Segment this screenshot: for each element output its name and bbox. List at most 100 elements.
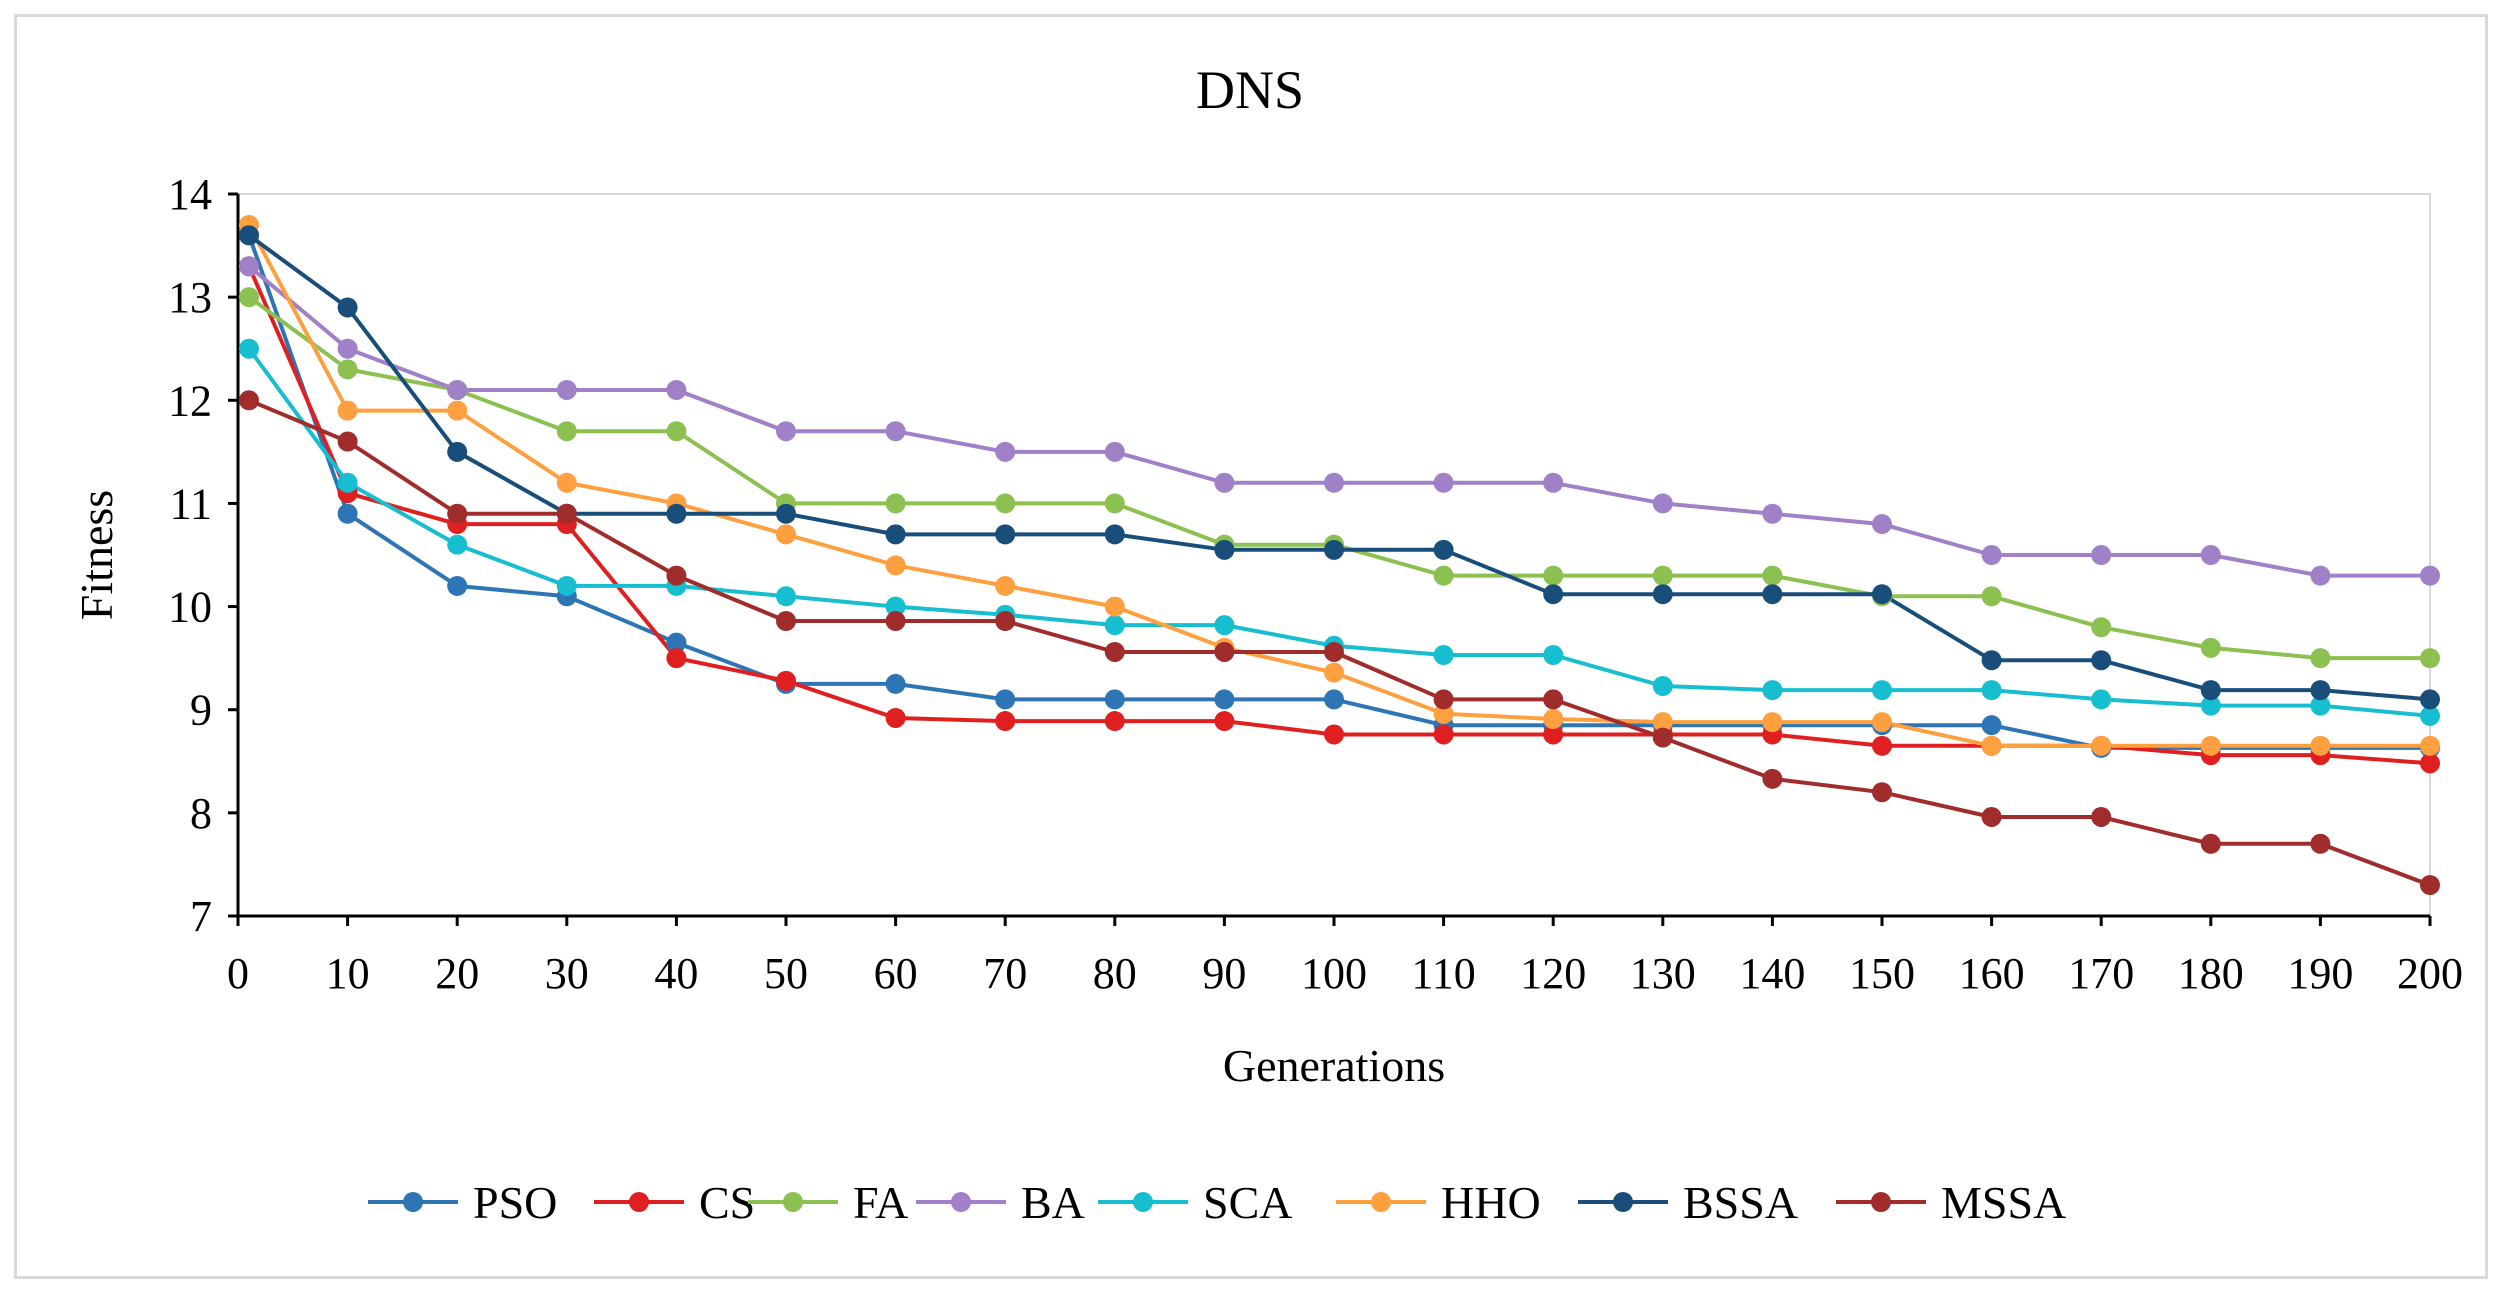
x-tick-label: 170 [2068,949,2134,998]
x-tick-label: 160 [1959,949,2025,998]
data-point-bssa [666,503,687,524]
data-point-hho [337,400,358,421]
data-point-ba [1324,472,1344,493]
data-point-hho [1981,735,2002,756]
data-point-mssa [1981,806,2002,827]
x-tick-label: 150 [1849,949,1915,998]
data-point-bssa [995,524,1016,545]
data-point-bssa [2200,680,2221,701]
data-point-fa [1543,565,1564,586]
data-point-pso [1214,689,1235,710]
legend-label-hho: HHO [1441,1177,1541,1228]
data-point-mssa [556,503,577,524]
data-point-fa [2420,648,2440,669]
data-point-bssa [776,503,796,524]
data-point-cs [1104,711,1125,732]
data-point-ba [447,379,468,400]
data-point-sca [2200,695,2221,716]
data-point-ba [995,441,1016,462]
data-point-mssa [447,503,468,524]
x-tick-label: 80 [1093,949,1137,998]
data-point-mssa [2310,833,2331,854]
legend-swatch-marker [1371,1192,1391,1212]
data-point-ba [1652,493,1673,514]
legend-label-ba: BA [1021,1177,1085,1228]
data-point-mssa [776,611,796,632]
data-point-fa [1433,565,1454,586]
data-point-ba [2091,545,2112,565]
data-point-sca [1872,680,1892,701]
data-point-pso [1104,689,1125,710]
legend-label-bssa: BSSA [1683,1177,1798,1228]
data-point-bssa [1543,584,1564,605]
data-point-mssa [995,611,1016,632]
x-tick-label: 30 [545,949,589,998]
data-point-sca [2091,689,2112,710]
data-point-fa [1981,586,2002,607]
data-point-hho [2200,735,2221,756]
data-point-sca [885,596,906,617]
data-point-bssa [885,524,906,545]
data-point-ba [1543,472,1564,493]
data-point-mssa [1652,727,1673,748]
x-tick-label: 190 [2287,949,2353,998]
data-point-fa [1652,565,1673,586]
x-tick-label: 120 [1520,949,1586,998]
data-point-pso [337,503,358,524]
data-point-ba [1872,514,1892,535]
data-point-ba [238,256,259,277]
legend-label-sca: SCA [1203,1177,1292,1228]
data-point-hho [776,524,796,545]
data-point-cs [1872,735,1892,756]
x-tick-label: 200 [2397,949,2463,998]
data-point-pso [447,575,468,596]
data-point-mssa [2420,875,2440,896]
y-tick-label: 12 [168,376,212,425]
data-point-sca [2420,705,2440,726]
data-point-hho [2420,735,2440,756]
data-point-sca [1652,675,1673,696]
data-point-sca [1981,680,2002,701]
data-point-ba [885,421,906,442]
y-tick-label: 8 [190,789,212,838]
data-point-hho [1762,712,1783,733]
legend-swatch-marker [403,1192,423,1212]
data-point-ba [1104,441,1125,462]
data-point-hho [1433,703,1454,724]
data-point-mssa [1104,641,1125,662]
x-tick-label: 50 [764,949,808,998]
data-point-hho [2310,735,2331,756]
data-point-cs [666,648,687,669]
data-point-mssa [2091,806,2112,827]
data-point-bssa [337,297,358,318]
data-point-cs [2420,753,2440,774]
data-point-hho [1104,596,1125,617]
data-point-fa [238,287,259,308]
data-point-mssa [1872,782,1892,803]
data-point-bssa [1324,539,1344,560]
x-tick-label: 90 [1202,949,1246,998]
y-tick-label: 13 [168,273,212,322]
data-point-pso [1324,689,1344,710]
legend-swatch-marker [1871,1192,1891,1212]
data-point-pso [885,673,906,694]
data-point-fa [2310,648,2331,669]
data-point-sca [1104,615,1125,636]
data-point-sca [776,586,796,607]
legend-label-fa: FA [853,1177,908,1228]
data-point-ba [1762,503,1783,524]
y-axis-label: Fitness [71,490,122,620]
x-tick-label: 110 [1411,949,1475,998]
data-point-fa [666,421,687,442]
series-line-ba [247,264,2430,578]
chart-frame [14,14,2488,1279]
data-point-ba [1981,545,2002,565]
data-point-ba [776,421,796,442]
data-point-hho [1324,662,1344,683]
data-point-sca [556,575,577,596]
y-tick-label: 10 [168,583,212,632]
data-point-cs [1214,711,1235,732]
data-point-sca [238,338,259,359]
data-point-cs [776,670,796,691]
